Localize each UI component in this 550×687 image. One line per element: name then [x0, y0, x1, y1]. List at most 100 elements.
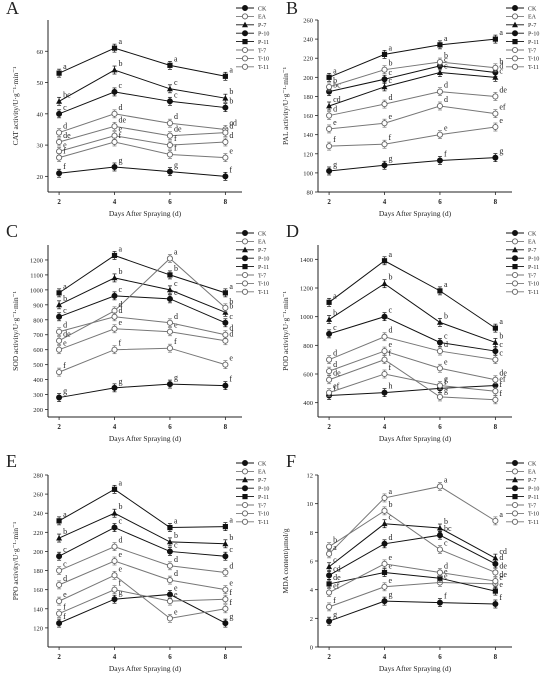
significance-letter: a: [499, 317, 503, 326]
y-tick-label: 120: [303, 151, 313, 158]
legend-label: EA: [258, 470, 267, 476]
data-point: [381, 313, 388, 320]
series-line: [58, 593, 226, 624]
significance-letter: ef: [333, 582, 340, 591]
series-line: [328, 571, 496, 592]
data-point: [326, 83, 333, 90]
data-point: [241, 501, 249, 509]
data-point: [512, 476, 518, 483]
data-point: [222, 524, 228, 530]
significance-letter: b: [333, 536, 337, 545]
significance-letter: g: [333, 160, 337, 169]
data-point: [492, 396, 499, 403]
data-point: [241, 63, 249, 70]
significance-letter: a: [174, 517, 178, 526]
data-point: [436, 382, 443, 389]
y-tick-label: 260: [33, 492, 43, 499]
significance-letter: d: [389, 93, 393, 102]
significance-letter: ef: [499, 374, 506, 383]
data-point: [492, 110, 499, 117]
significance-letter: d: [119, 536, 123, 545]
x-tick-label: 6: [438, 653, 442, 661]
data-point: [56, 290, 62, 296]
series-line: [58, 347, 226, 373]
significance-letter: e: [333, 118, 337, 127]
data-point: [222, 331, 229, 338]
y-tick-label: 180: [303, 94, 313, 101]
data-point: [381, 598, 388, 605]
significance-letter: a: [229, 516, 233, 525]
data-point: [166, 295, 173, 302]
data-point: [111, 252, 118, 259]
significance-letter: c: [174, 288, 178, 297]
significance-letter: g: [63, 387, 67, 396]
significance-letter: f: [499, 593, 502, 602]
significance-letter: g: [444, 374, 448, 383]
significance-letter: c: [63, 306, 67, 315]
data-point: [166, 142, 173, 149]
significance-letter: f: [229, 598, 232, 607]
significance-letter: de: [499, 561, 507, 570]
x-tick-label: 6: [168, 423, 172, 431]
legend-label: T-11: [258, 290, 269, 296]
data-point: [436, 524, 443, 531]
y-tick-label: 80: [307, 190, 314, 197]
legend-label: T-11: [258, 520, 269, 526]
significance-letter: c: [333, 323, 337, 332]
significance-letter: g: [119, 377, 123, 386]
y-tick-label: 140: [303, 132, 313, 139]
significance-letter: c: [333, 556, 337, 565]
data-point: [381, 356, 388, 363]
significance-letter: cd: [229, 118, 237, 127]
significance-letter: d: [63, 574, 67, 583]
data-point: [326, 143, 333, 150]
significance-letter: a: [119, 37, 123, 46]
data-point: [512, 21, 518, 28]
panel-label: B: [286, 0, 298, 18]
y-tick-label: 1100: [30, 272, 43, 279]
series-line: [58, 488, 226, 529]
data-point: [326, 603, 333, 610]
significance-letter: f: [499, 380, 502, 389]
data-point: [166, 151, 173, 158]
data-point: [436, 599, 443, 606]
significance-letter: f: [63, 162, 66, 171]
data-point: [511, 501, 519, 509]
chart-panel-d: D 400 600 800 1000 1200 1400 2 4 6 8 Days After Spr…: [281, 221, 539, 443]
significance-letter: cd: [333, 95, 341, 104]
data-point: [381, 540, 388, 547]
significance-letter: b: [499, 57, 503, 66]
significance-letter: c: [389, 68, 393, 77]
data-point: [512, 494, 518, 500]
legend-label: EA: [528, 240, 537, 246]
data-point: [222, 553, 229, 560]
data-point: [326, 112, 333, 119]
y-tick-label: 240: [33, 511, 43, 518]
data-point: [326, 618, 333, 625]
data-point: [166, 538, 173, 545]
data-point: [436, 483, 443, 490]
x-tick-label: 8: [494, 653, 498, 661]
significance-letter: e: [174, 583, 178, 592]
data-point: [111, 123, 118, 130]
data-point: [166, 255, 173, 262]
data-point: [511, 55, 519, 62]
data-point: [511, 63, 519, 70]
data-point: [222, 569, 229, 576]
data-point: [381, 520, 388, 527]
significance-letter: de: [63, 131, 71, 140]
data-point: [111, 384, 118, 391]
data-point: [511, 288, 519, 295]
x-tick-label: 8: [224, 653, 228, 661]
significance-letter: f: [63, 147, 66, 156]
data-point: [492, 154, 499, 161]
significance-letter: e: [444, 567, 448, 576]
chart-panel-e: E 120 140 160 180 200 220 240 260 280 2 4 6 8 Days Aft…: [6, 451, 269, 673]
data-point: [512, 30, 519, 37]
data-point: [381, 280, 388, 287]
data-point: [241, 280, 249, 287]
significance-letter: d: [333, 105, 337, 114]
series-line: [328, 485, 496, 555]
data-point: [166, 319, 173, 326]
series-line: [58, 295, 226, 324]
